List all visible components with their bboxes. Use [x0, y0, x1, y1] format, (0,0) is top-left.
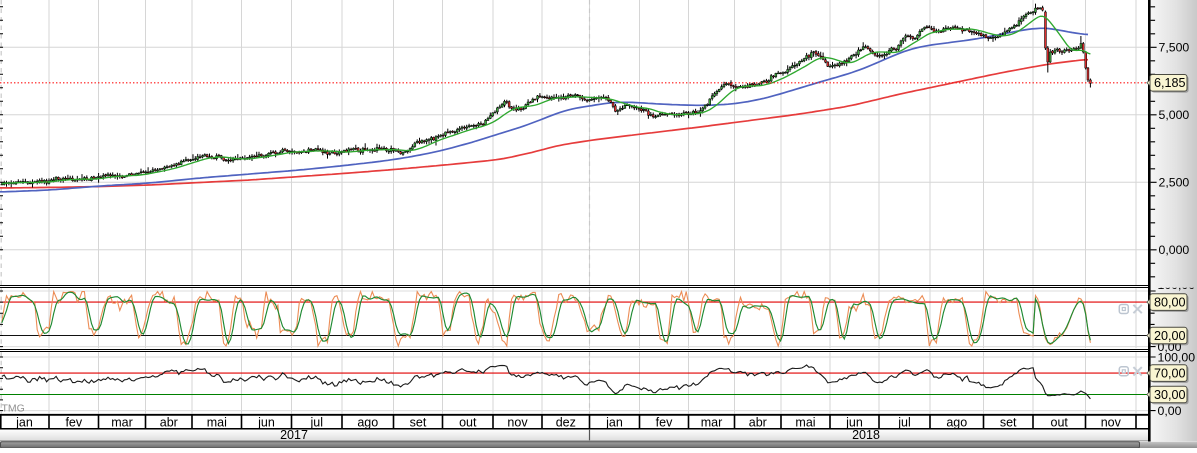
svg-text:5,000: 5,000 — [1159, 108, 1190, 122]
svg-text:fev: fev — [65, 415, 82, 429]
svg-text:2017: 2017 — [280, 428, 308, 442]
svg-text:ago: ago — [357, 415, 378, 429]
svg-text:80,00: 80,00 — [1154, 296, 1186, 310]
svg-text:0,000: 0,000 — [1159, 243, 1190, 257]
svg-text:abr: abr — [749, 415, 767, 429]
svg-text:mai: mai — [207, 415, 227, 429]
svg-text:100,00: 100,00 — [1158, 350, 1196, 364]
svg-text:mar: mar — [111, 415, 133, 429]
svg-text:dez: dez — [556, 415, 576, 429]
svg-text:set: set — [1000, 415, 1017, 429]
svg-text:jul: jul — [310, 415, 324, 429]
svg-text:jun: jun — [257, 415, 275, 429]
svg-text:100,00: 100,00 — [1158, 278, 1196, 292]
svg-text:mai: mai — [795, 415, 815, 429]
svg-text:jul: jul — [897, 415, 911, 429]
svg-text:mar: mar — [701, 415, 723, 429]
svg-text:70,00: 70,00 — [1154, 367, 1186, 381]
svg-text:fev: fev — [656, 415, 673, 429]
svg-text:nov: nov — [1101, 415, 1122, 429]
svg-text:TMG: TMG — [2, 403, 25, 415]
svg-text:7,500: 7,500 — [1159, 41, 1190, 55]
svg-text:set: set — [410, 415, 427, 429]
svg-text:out: out — [1051, 415, 1069, 429]
svg-text:jan: jan — [15, 415, 33, 429]
svg-text:0,00: 0,00 — [1158, 404, 1182, 418]
svg-text:6,185: 6,185 — [1154, 76, 1186, 90]
svg-text:nov: nov — [507, 415, 528, 429]
svg-text:2,500: 2,500 — [1159, 176, 1190, 190]
svg-text:jan: jan — [605, 415, 623, 429]
svg-text:abr: abr — [160, 415, 178, 429]
svg-text:2018: 2018 — [852, 428, 880, 442]
svg-text:20,00: 20,00 — [1154, 329, 1186, 343]
svg-text:jun: jun — [845, 415, 863, 429]
svg-text:30,00: 30,00 — [1154, 388, 1186, 402]
svg-text:out: out — [459, 415, 477, 429]
svg-text:ago: ago — [946, 415, 967, 429]
